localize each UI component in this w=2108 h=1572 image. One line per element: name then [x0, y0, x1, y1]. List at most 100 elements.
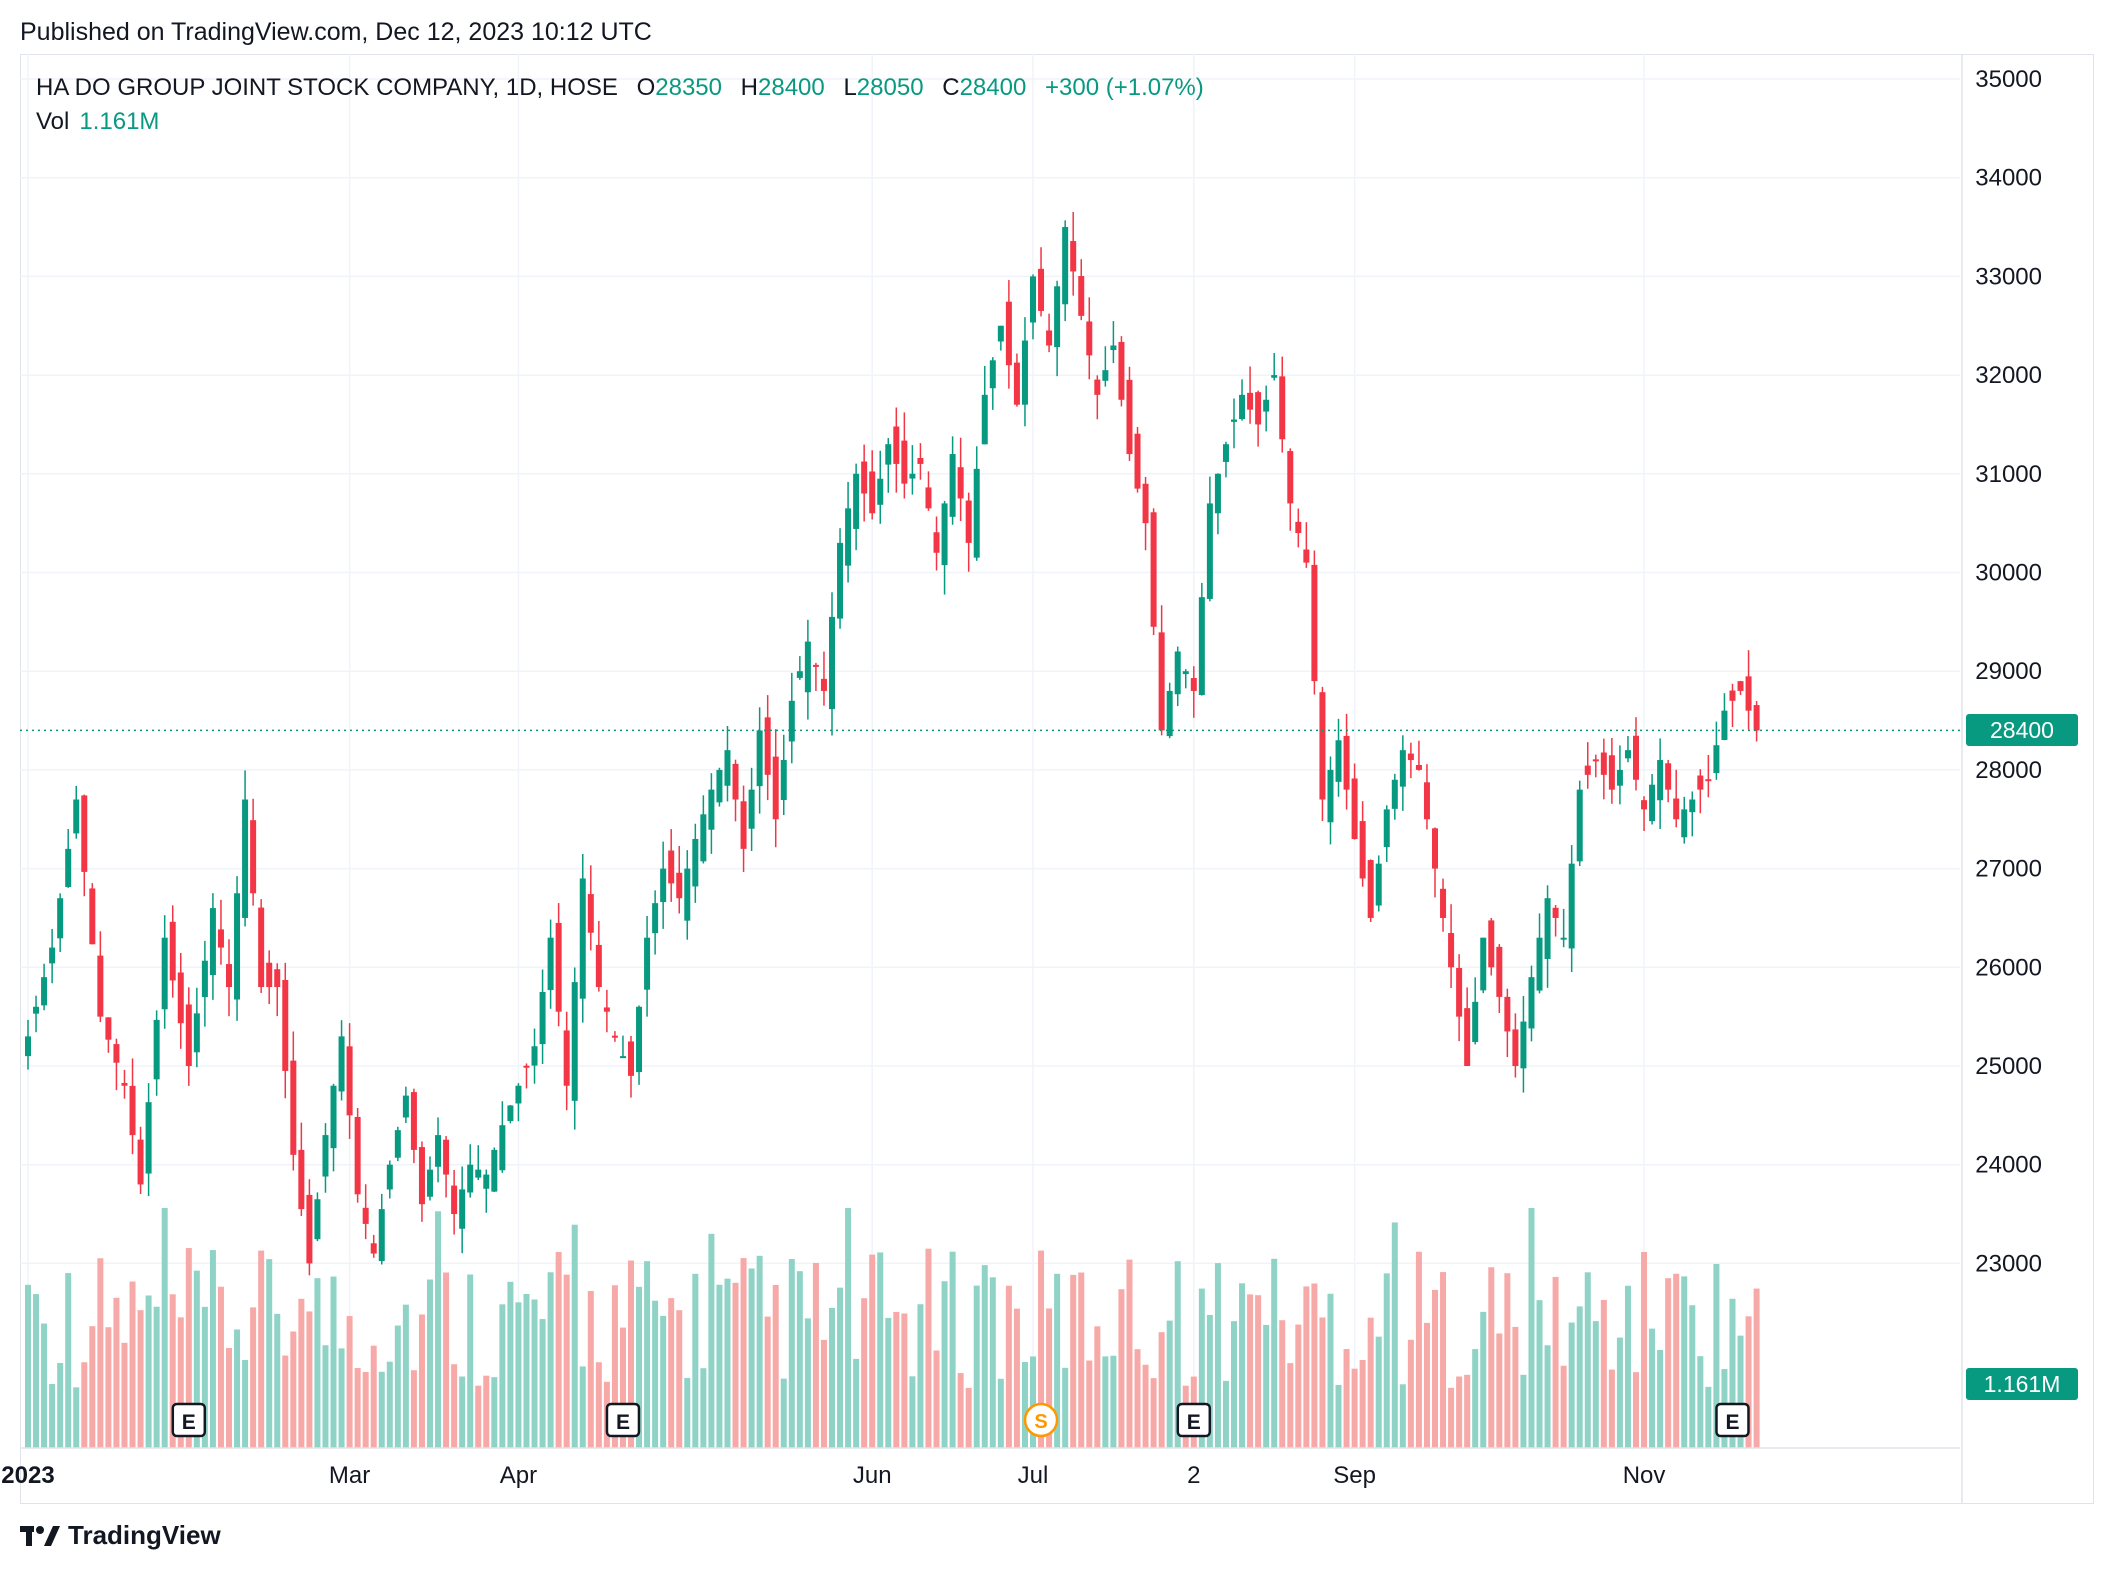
candle-body: [1271, 375, 1278, 378]
candle-body: [1263, 399, 1270, 412]
volume-bar: [33, 1294, 40, 1448]
candle-body: [587, 894, 594, 933]
volume-bar: [1641, 1251, 1648, 1448]
candle-body: [1166, 690, 1173, 737]
volume-bar: [121, 1342, 128, 1448]
candle-body: [201, 960, 208, 998]
volume-bar: [708, 1233, 715, 1448]
volume-bar: [177, 1317, 184, 1448]
volume-bar: [1697, 1356, 1704, 1448]
candle-body: [1343, 735, 1350, 790]
y-tick-label: 35000: [1975, 66, 2042, 93]
split-event-marker: [1023, 1402, 1059, 1438]
volume-bar: [812, 1262, 819, 1448]
candle-body: [1705, 779, 1712, 782]
brand-name: TradingView: [68, 1520, 221, 1550]
candle-body: [185, 1004, 192, 1066]
candle-body: [1552, 907, 1559, 918]
candle-body: [306, 1194, 313, 1264]
candle-body: [1231, 419, 1237, 422]
volume-bar: [1247, 1294, 1254, 1448]
candle-body: [957, 467, 964, 499]
candle-body: [1407, 753, 1414, 761]
candle-body: [539, 991, 546, 1045]
candle-body: [1222, 444, 1229, 462]
volume-bar: [1142, 1364, 1149, 1448]
candle-body: [684, 868, 691, 921]
volume-bar: [1231, 1321, 1237, 1448]
candle-body: [893, 426, 900, 464]
candle-body: [330, 1085, 337, 1149]
volume-bar: [676, 1310, 683, 1448]
candle-body: [1030, 276, 1036, 323]
earnings-event-marker: [1176, 1402, 1212, 1438]
open-value: 28350: [655, 74, 722, 101]
candle-body: [491, 1149, 498, 1192]
volume-bar: [1327, 1293, 1334, 1448]
candle-body: [853, 473, 860, 529]
candle-body: [1383, 809, 1390, 848]
candle-body: [829, 616, 835, 710]
volume-bar: [1624, 1285, 1631, 1448]
candle-body: [1633, 735, 1639, 780]
volume-bar: [507, 1281, 514, 1448]
volume-bar: [137, 1310, 144, 1448]
candle-body: [129, 1085, 136, 1136]
volume-bar: [1094, 1326, 1101, 1448]
low-label: L: [843, 74, 857, 101]
candle-body: [869, 471, 876, 514]
volume-bar: [1174, 1261, 1181, 1448]
volume-bar: [1729, 1298, 1736, 1448]
volume-bar: [1134, 1349, 1141, 1448]
x-tick-label: Mar: [329, 1462, 370, 1489]
volume-bar: [378, 1371, 385, 1448]
volume-bar: [410, 1370, 417, 1448]
volume-bar: [861, 1298, 868, 1448]
volume-bar: [491, 1377, 498, 1448]
candle-body: [1206, 503, 1213, 599]
event-label: E: [1187, 1411, 1201, 1434]
volume-bar: [258, 1250, 265, 1448]
volume-bar: [1415, 1251, 1422, 1448]
volume-bar: [1432, 1289, 1438, 1448]
candle-body: [49, 947, 56, 964]
volume-bar: [716, 1284, 723, 1448]
volume-bar: [467, 1274, 474, 1448]
x-tick-label: 2023: [1, 1462, 54, 1489]
volume-bar: [346, 1316, 353, 1448]
candle-body: [1303, 549, 1310, 563]
volume-bar: [1351, 1368, 1358, 1448]
volume-bar: [314, 1278, 321, 1448]
candle-body: [909, 473, 916, 479]
volume-bar: [1367, 1317, 1374, 1448]
candle-body: [571, 982, 578, 1101]
volume-bar: [234, 1329, 241, 1448]
last-volume-tag: 1.161M: [1966, 1368, 2078, 1400]
volume-bar: [756, 1255, 763, 1448]
candle-body: [274, 969, 281, 988]
volume-bar: [129, 1281, 136, 1448]
candle-body: [973, 468, 980, 558]
candle-body: [1013, 362, 1020, 405]
candle-body: [41, 977, 48, 1006]
tradingview-logo[interactable]: TradingView: [20, 1520, 221, 1551]
candle-body: [121, 1082, 128, 1086]
volume-bar: [370, 1345, 377, 1448]
candle-body: [1319, 692, 1326, 800]
x-tick-label: Jul: [1018, 1462, 1049, 1489]
y-tick-label: 26000: [1975, 954, 2042, 981]
volume-bar: [57, 1362, 64, 1448]
candle-body: [370, 1243, 377, 1254]
candle-body: [1070, 241, 1077, 272]
volume-bar: [1311, 1283, 1318, 1448]
volume-bar: [740, 1258, 747, 1448]
volume-bar: [1528, 1208, 1535, 1448]
volume-bar: [989, 1277, 996, 1448]
volume-bar: [611, 1285, 618, 1448]
candle-body: [1295, 521, 1302, 534]
candle-body: [1182, 671, 1189, 675]
volume-bar: [226, 1348, 232, 1448]
candle-body: [555, 922, 562, 1012]
volume-bar: [853, 1358, 860, 1448]
